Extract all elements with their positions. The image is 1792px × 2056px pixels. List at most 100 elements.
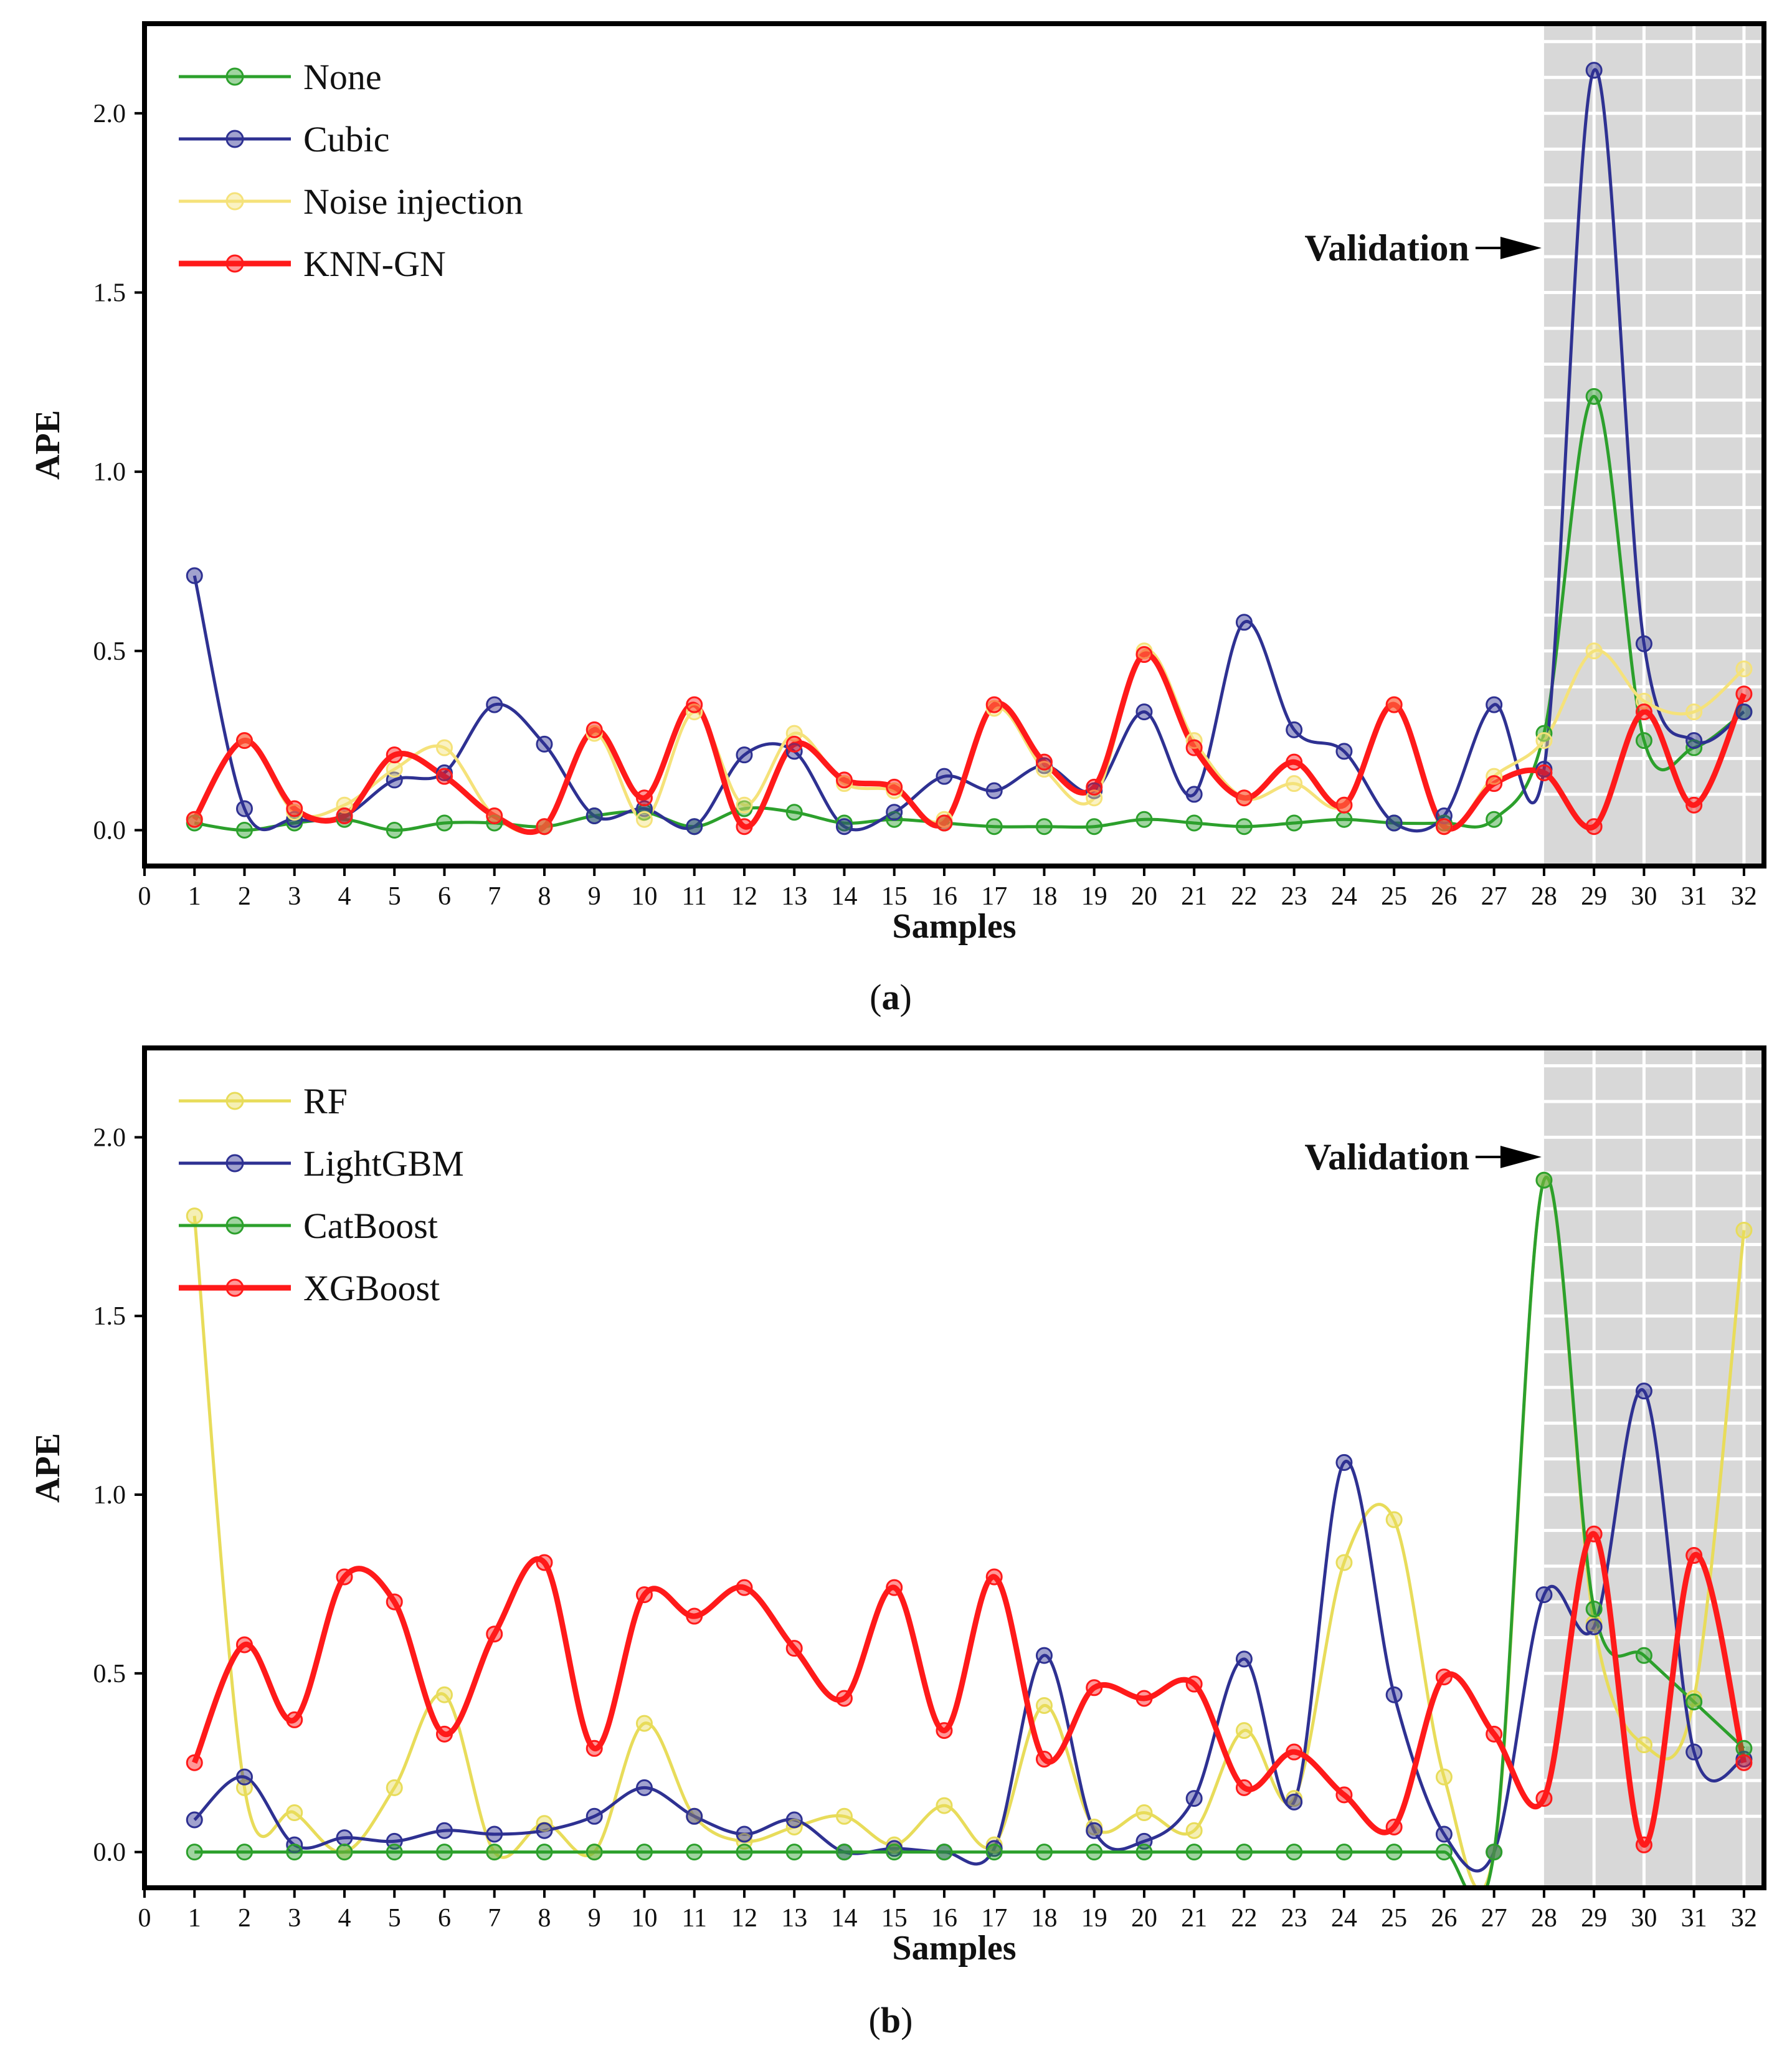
data-point-knn-gn (1535, 764, 1553, 781)
data-point-knn-gn (635, 789, 653, 807)
data-point-rf (1035, 1697, 1053, 1714)
legend-marker (225, 130, 244, 148)
x-tick-label: 9 (588, 882, 601, 911)
data-point-catboost (435, 1844, 453, 1861)
data-point-knn-gn (435, 768, 453, 785)
data-point-noise-injection (1286, 775, 1303, 792)
data-point-knn-gn (686, 696, 703, 713)
y-axis-title: APE (29, 1433, 67, 1503)
data-point-lightgbm (1286, 1793, 1303, 1811)
x-tick-label: 18 (1031, 1904, 1057, 1933)
data-point-catboost (1185, 1844, 1203, 1861)
data-point-cubic (1735, 703, 1753, 721)
data-point-noise-injection (386, 761, 403, 778)
data-point-cubic (1286, 721, 1303, 738)
data-point-lightgbm (1535, 1586, 1553, 1604)
data-point-none (386, 821, 403, 839)
data-point-none (985, 818, 1003, 835)
legend-marker (225, 67, 244, 86)
x-tick-label: 23 (1281, 882, 1307, 911)
data-point-knn-gn (386, 746, 403, 764)
series-line-lightgbm (193, 1387, 1745, 1873)
x-tick-label: 14 (831, 1904, 857, 1933)
x-tick-label: 13 (781, 882, 807, 911)
x-tick-label: 25 (1381, 1904, 1407, 1933)
legend-label: XGBoost (303, 1268, 440, 1308)
data-point-none (1486, 811, 1503, 828)
data-point-xgboost (1135, 1690, 1153, 1707)
data-point-catboost (536, 1844, 553, 1861)
x-tick-label: 19 (1081, 1904, 1107, 1933)
data-point-lightgbm (186, 1811, 203, 1829)
data-point-knn-gn (536, 818, 553, 835)
x-tick-label: 5 (388, 882, 401, 911)
data-point-catboost (1535, 1171, 1553, 1189)
data-point-cubic (736, 746, 753, 764)
y-tick-label: 1.0 (93, 1481, 126, 1510)
data-point-lightgbm (336, 1829, 353, 1847)
data-point-cubic (1486, 696, 1503, 713)
x-tick-label: 1 (188, 1904, 201, 1933)
legend-marker (225, 192, 244, 211)
x-tick-label: 8 (538, 1904, 551, 1933)
x-tick-label: 31 (1681, 1904, 1707, 1933)
data-point-catboost (785, 1844, 803, 1861)
data-point-xgboost (736, 1579, 753, 1596)
x-tick-label: 18 (1031, 882, 1057, 911)
data-point-knn-gn (1035, 753, 1053, 771)
x-tick-label: 11 (681, 882, 706, 911)
data-point-lightgbm (1086, 1822, 1103, 1839)
data-point-cubic (686, 818, 703, 835)
x-tick-label: 10 (631, 1904, 657, 1933)
data-point-xgboost (186, 1754, 203, 1771)
data-point-noise-injection (435, 739, 453, 756)
data-point-xgboost (835, 1690, 853, 1707)
series-line-cubic (192, 68, 1745, 833)
data-point-cubic (1385, 814, 1403, 832)
data-point-none (1335, 811, 1353, 828)
data-point-knn-gn (985, 696, 1003, 713)
data-point-lightgbm (1335, 1454, 1353, 1471)
x-tick-label: 14 (831, 882, 857, 911)
data-point-xgboost (1735, 1754, 1753, 1771)
x-tick-label: 22 (1231, 1904, 1257, 1933)
data-point-catboost (186, 1844, 203, 1861)
data-point-xgboost (1685, 1547, 1703, 1564)
y-tick-label: 0.5 (93, 1660, 126, 1688)
x-tick-label: 3 (288, 1904, 301, 1933)
data-point-catboost (1035, 1844, 1053, 1861)
data-point-catboost (235, 1844, 253, 1861)
data-point-xgboost (785, 1640, 803, 1657)
validation-arrow-head (1500, 237, 1542, 259)
x-tick-label: 30 (1631, 882, 1657, 911)
x-tick-label: 24 (1331, 882, 1357, 911)
data-point-catboost (936, 1844, 953, 1861)
data-point-cubic (585, 807, 603, 824)
x-tick-label: 1 (188, 882, 201, 911)
x-tick-label: 30 (1631, 1904, 1657, 1933)
x-tick-label: 27 (1481, 1904, 1507, 1933)
data-point-noise-injection (1735, 660, 1753, 678)
x-tick-label: 15 (881, 882, 908, 911)
data-point-catboost (1685, 1693, 1703, 1711)
data-point-knn-gn (1685, 796, 1703, 814)
data-point-rf (1435, 1768, 1453, 1786)
x-tick-label: 17 (981, 882, 1007, 911)
data-point-lightgbm (1385, 1686, 1403, 1703)
x-tick-label: 12 (731, 882, 757, 911)
data-point-catboost (1735, 1740, 1753, 1757)
data-point-noise-injection (635, 811, 653, 828)
data-point-rf (835, 1807, 853, 1825)
data-point-lightgbm (635, 1779, 653, 1796)
y-tick-label: 1.0 (93, 458, 126, 487)
legend-label: Cubic (303, 119, 390, 159)
data-point-xgboost (286, 1711, 303, 1728)
data-point-knn-gn (186, 811, 203, 828)
legend-label: CatBoost (303, 1206, 438, 1246)
legend-label: RF (303, 1081, 348, 1121)
data-point-catboost (486, 1844, 503, 1861)
data-point-noise-injection (736, 796, 753, 814)
data-point-knn-gn (1235, 789, 1253, 807)
validation-label: Validation (1304, 227, 1469, 269)
